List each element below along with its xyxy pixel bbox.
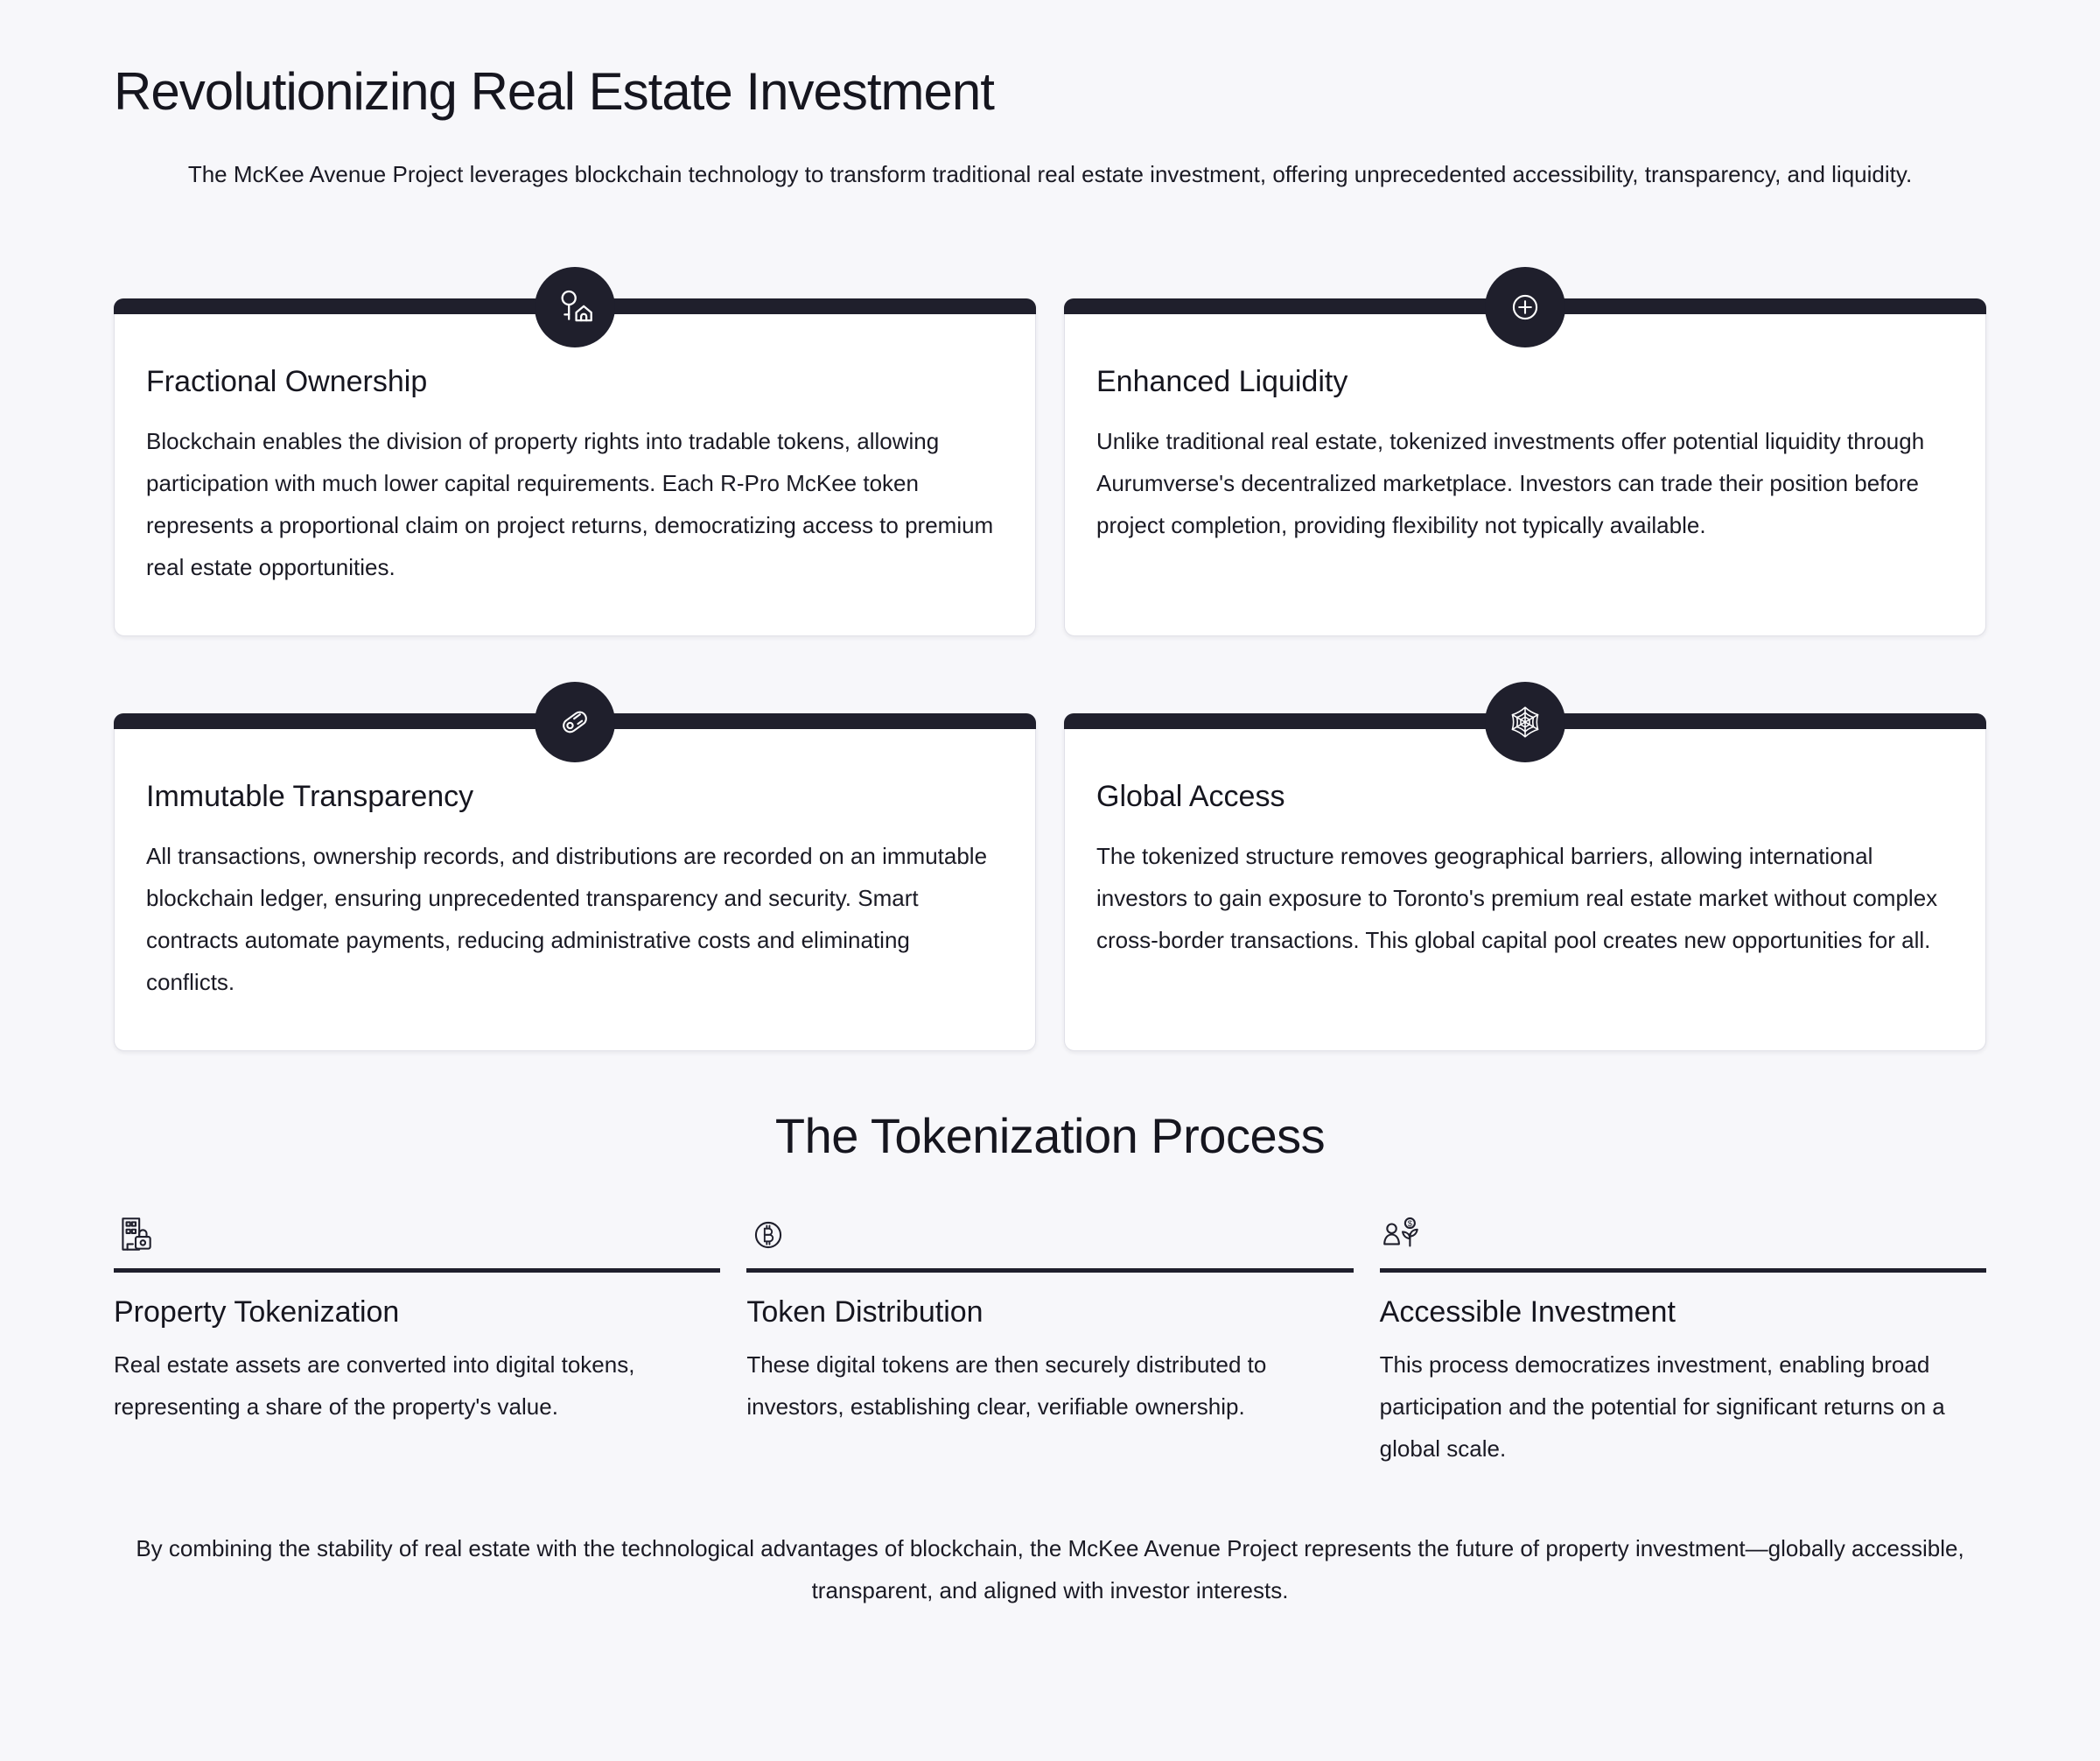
card-body: Global Access The tokenized structure re… xyxy=(1065,729,1985,1008)
scroll-icon xyxy=(535,682,615,762)
card-text: Unlike traditional real estate, tokenize… xyxy=(1096,428,1925,538)
bitcoin-icon xyxy=(746,1213,1353,1257)
features-grid: Fractional Ownership Blockchain enables … xyxy=(114,267,1986,1051)
feature-card-fractional-ownership: Fractional Ownership Blockchain enables … xyxy=(114,267,1036,636)
building-lock-icon xyxy=(114,1213,720,1257)
spider-web-icon xyxy=(1485,682,1565,762)
card-text: Blockchain enables the division of prope… xyxy=(146,428,994,580)
step-title: Accessible Investment xyxy=(1379,1295,1676,1329)
investment-growth-icon: $ xyxy=(1380,1213,1986,1257)
plus-circle-icon xyxy=(1485,267,1565,347)
key-house-icon xyxy=(535,267,615,347)
svg-text:$: $ xyxy=(1407,1219,1412,1228)
process-section-title: The Tokenization Process xyxy=(774,1108,1326,1163)
step-text: This process democratizes investment, en… xyxy=(1379,1351,1945,1462)
feature-card-immutable-transparency: Immutable Transparency All transactions,… xyxy=(114,682,1036,1051)
process-step-token-distribution: Token Distribution These digital tokens … xyxy=(746,1213,1354,1470)
card-title: Enhanced Liquidity xyxy=(1096,365,1348,398)
feature-card-enhanced-liquidity: Enhanced Liquidity Unlike traditional re… xyxy=(1064,267,1986,636)
step-divider xyxy=(114,1268,721,1273)
feature-card-global-access: Global Access The tokenized structure re… xyxy=(1064,682,1986,1051)
step-text: Real estate assets are converted into di… xyxy=(114,1351,635,1420)
step-divider xyxy=(1379,1268,1986,1273)
step-divider xyxy=(746,1268,1354,1273)
step-text: These digital tokens are then securely d… xyxy=(746,1351,1267,1420)
card-body: Enhanced Liquidity Unlike traditional re… xyxy=(1065,314,1985,593)
card-body: Fractional Ownership Blockchain enables … xyxy=(115,314,1035,635)
card-body: Immutable Transparency All transactions,… xyxy=(115,729,1035,1050)
card-title: Global Access xyxy=(1096,780,1285,813)
card-text: The tokenized structure removes geograph… xyxy=(1096,843,1938,953)
card-title: Immutable Transparency xyxy=(146,780,474,813)
card-text: All transactions, ownership records, and… xyxy=(146,843,988,995)
process-grid: Property Tokenization Real estate assets… xyxy=(114,1213,1986,1470)
step-title: Token Distribution xyxy=(746,1295,984,1329)
page-subtitle: The McKee Avenue Project leverages block… xyxy=(187,161,1913,187)
page-title: Revolutionizing Real Estate Investment xyxy=(114,62,995,121)
page-content: Revolutionizing Real Estate Investment T… xyxy=(114,61,1986,1611)
card-title: Fractional Ownership xyxy=(146,365,428,398)
step-title: Property Tokenization xyxy=(114,1295,400,1329)
process-step-accessible-investment: $ Accessible Investment This process dem… xyxy=(1379,1213,1986,1470)
process-step-property-tokenization: Property Tokenization Real estate assets… xyxy=(114,1213,721,1470)
closing-paragraph: By combining the stability of real estat… xyxy=(136,1535,1964,1603)
